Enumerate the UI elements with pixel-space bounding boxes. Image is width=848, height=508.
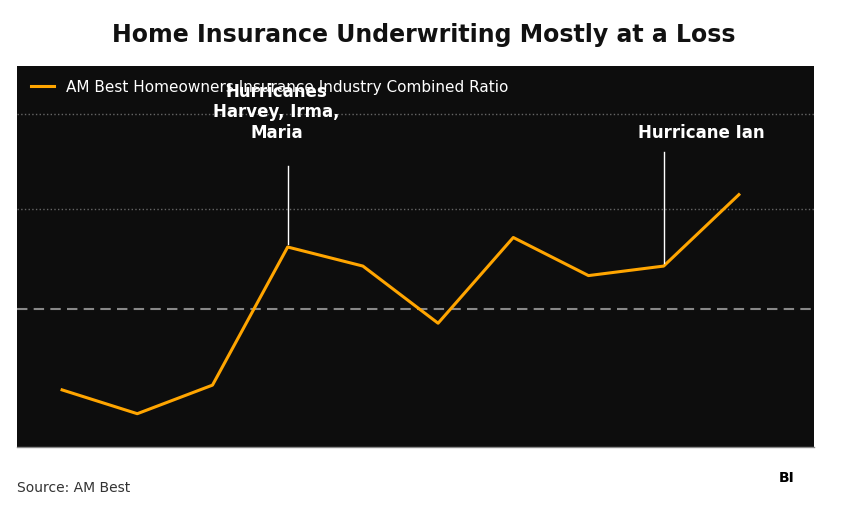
Text: BI: BI xyxy=(778,470,795,485)
Text: Home Insurance Underwriting Mostly at a Loss: Home Insurance Underwriting Mostly at a … xyxy=(112,23,736,47)
Text: Hurricanes
Harvey, Irma,
Maria: Hurricanes Harvey, Irma, Maria xyxy=(213,83,340,142)
Legend: AM Best Homeowners Insurance Industry Combined Ratio: AM Best Homeowners Insurance Industry Co… xyxy=(25,74,515,101)
Text: Intelligence: Intelligence xyxy=(661,486,753,500)
Text: Source: AM Best: Source: AM Best xyxy=(17,481,131,495)
Text: 110: 110 xyxy=(829,200,848,218)
Text: 120 %: 120 % xyxy=(829,105,848,122)
Text: Bloomberg: Bloomberg xyxy=(661,466,746,480)
Text: 90: 90 xyxy=(829,391,848,408)
Circle shape xyxy=(757,454,816,501)
Text: 100: 100 xyxy=(829,295,848,313)
Text: Hurricane Ian: Hurricane Ian xyxy=(638,124,765,142)
